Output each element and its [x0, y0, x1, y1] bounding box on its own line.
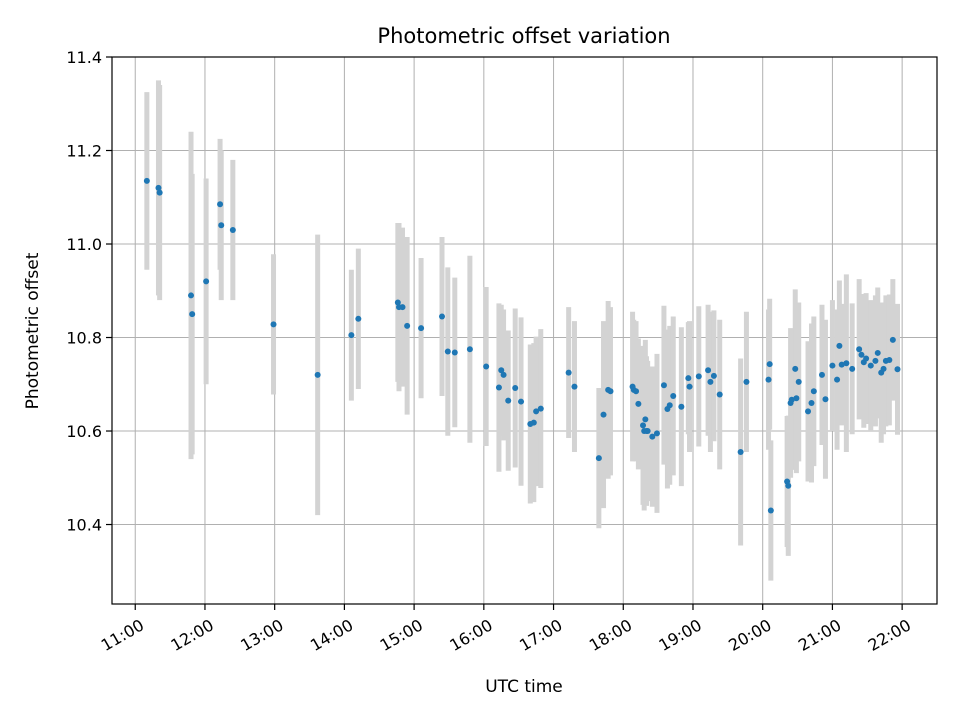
- data-point-90: [872, 357, 879, 364]
- data-point-53: [670, 392, 677, 399]
- data-point-84: [849, 365, 856, 372]
- data-point-91: [874, 349, 881, 356]
- data-point-71: [792, 365, 799, 372]
- data-point-38: [607, 388, 614, 395]
- data-point-49: [653, 430, 660, 437]
- data-point-33: [565, 369, 572, 376]
- y-axis-label: Photometric offset: [23, 252, 43, 409]
- data-point-22: [483, 363, 490, 370]
- data-point-80: [834, 376, 841, 383]
- data-point-36: [600, 411, 607, 418]
- data-point-24: [498, 367, 505, 374]
- data-point-83: [843, 360, 850, 367]
- data-point-66: [767, 507, 774, 514]
- y-tick-label-3: 11.0: [66, 235, 102, 254]
- data-point-64: [765, 376, 772, 383]
- data-point-50: [660, 382, 667, 389]
- y-tick-label-4: 11.2: [66, 142, 102, 161]
- data-point-88: [863, 355, 870, 362]
- data-point-32: [537, 405, 544, 412]
- data-point-54: [678, 403, 685, 410]
- y-tick-label-0: 10.4: [66, 516, 102, 535]
- data-point-95: [886, 356, 893, 363]
- data-point-86: [858, 351, 865, 358]
- data-point-81: [836, 342, 843, 349]
- data-point-45: [642, 416, 649, 423]
- data-point-12: [355, 315, 362, 322]
- data-point-65: [766, 361, 773, 368]
- y-axis-ticks: 10.4 10.6 10.8 11.0 11.2 11.4: [66, 48, 112, 535]
- data-points: [143, 177, 901, 514]
- y-tick-label-1: 10.6: [66, 422, 102, 441]
- data-point-82: [838, 361, 845, 368]
- data-point-34: [571, 383, 578, 390]
- data-point-13: [394, 299, 401, 306]
- data-point-63: [743, 378, 750, 385]
- data-point-72: [793, 395, 800, 402]
- data-point-31: [533, 408, 540, 415]
- data-point-19: [444, 348, 451, 355]
- chart-title: Photometric offset variation: [377, 24, 670, 48]
- data-point-41: [633, 388, 640, 395]
- x-axis-label: UTC time: [485, 677, 563, 697]
- data-point-4: [189, 311, 196, 318]
- data-point-76: [810, 388, 817, 395]
- data-point-70: [788, 396, 795, 403]
- data-point-58: [705, 367, 712, 374]
- data-point-9: [270, 321, 277, 328]
- data-point-47: [644, 428, 651, 435]
- data-point-28: [518, 398, 525, 405]
- data-point-27: [512, 385, 519, 392]
- data-point-55: [685, 375, 692, 382]
- data-point-96: [889, 336, 896, 343]
- data-point-57: [695, 373, 702, 380]
- data-point-1: [155, 184, 162, 191]
- data-point-2: [156, 189, 163, 196]
- data-point-59: [707, 378, 714, 385]
- data-point-21: [466, 346, 473, 353]
- data-point-20: [451, 349, 458, 356]
- data-point-5: [203, 278, 210, 285]
- data-point-85: [856, 346, 863, 353]
- data-point-62: [737, 449, 744, 456]
- data-point-35: [595, 455, 602, 462]
- data-point-0: [143, 177, 150, 184]
- data-point-23: [495, 384, 502, 391]
- data-point-77: [818, 371, 825, 378]
- data-point-3: [188, 292, 195, 299]
- data-point-89: [867, 362, 874, 369]
- data-point-18: [439, 313, 445, 320]
- data-point-75: [808, 399, 815, 406]
- data-point-78: [822, 396, 829, 403]
- data-point-60: [710, 372, 717, 379]
- data-point-68: [785, 482, 792, 489]
- data-point-61: [716, 391, 723, 398]
- data-point-56: [686, 383, 693, 390]
- data-point-43: [640, 422, 647, 429]
- data-point-42: [635, 400, 642, 407]
- data-point-11: [348, 332, 355, 339]
- data-point-52: [666, 402, 673, 409]
- data-point-30: [530, 419, 537, 426]
- data-point-93: [880, 365, 887, 372]
- data-point-79: [829, 362, 836, 369]
- y-tick-label-5: 11.4: [66, 48, 102, 67]
- data-point-15: [399, 304, 406, 311]
- data-point-97: [894, 366, 901, 373]
- data-point-48: [649, 433, 656, 440]
- data-point-16: [404, 322, 411, 329]
- plot-frame: [111, 56, 938, 605]
- data-point-73: [795, 378, 802, 385]
- y-tick-label-2: 10.8: [66, 329, 102, 348]
- data-point-6: [217, 201, 224, 208]
- data-point-8: [229, 226, 236, 233]
- data-point-74: [805, 408, 812, 415]
- data-point-26: [505, 397, 512, 404]
- data-point-10: [314, 371, 321, 378]
- data-point-17: [418, 325, 425, 332]
- data-point-25: [500, 371, 507, 378]
- data-point-7: [218, 222, 225, 229]
